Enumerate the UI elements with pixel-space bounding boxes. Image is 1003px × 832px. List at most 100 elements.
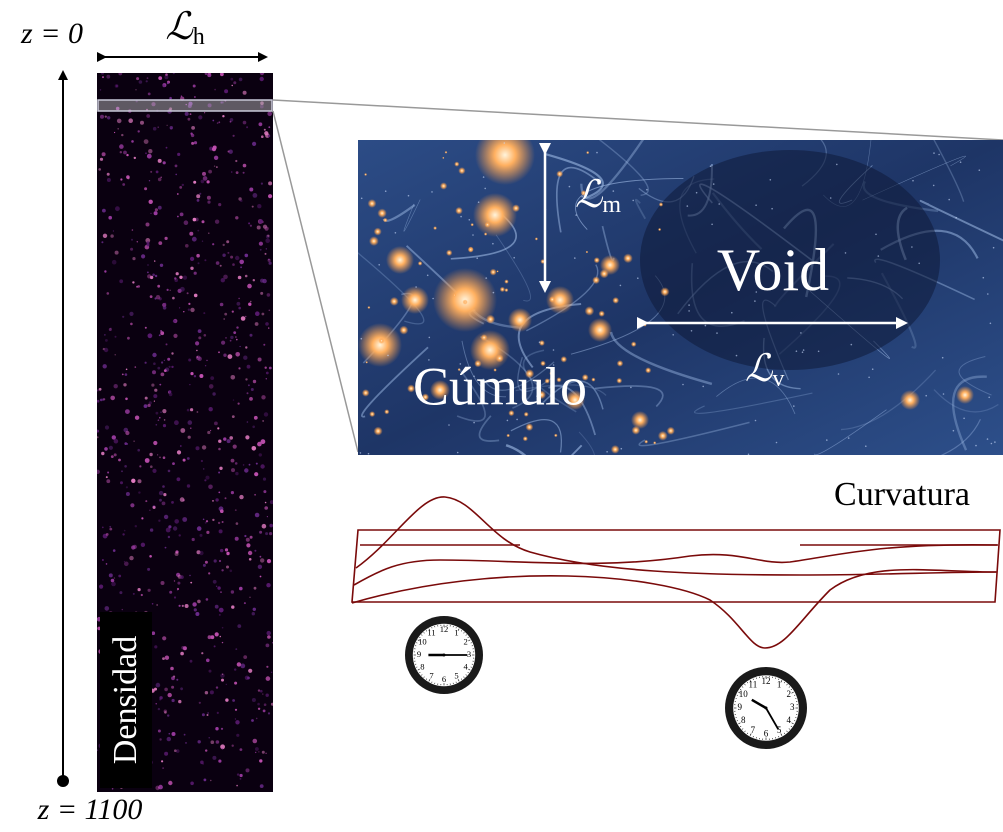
density-speck [267, 635, 271, 639]
star [541, 281, 543, 283]
density-speck [162, 767, 164, 769]
density-speck [196, 350, 197, 351]
density-speck [171, 501, 174, 504]
density-speck [268, 126, 270, 128]
density-speck [158, 178, 162, 182]
density-speck [250, 536, 253, 539]
density-speck [235, 462, 238, 465]
density-speck [191, 126, 195, 130]
density-speck [215, 605, 219, 609]
density-speck [205, 561, 208, 564]
density-speck [202, 713, 205, 716]
density-speck [204, 779, 207, 782]
density-label: Densidad [107, 636, 144, 764]
density-speck [127, 337, 130, 340]
density-speck [106, 75, 110, 79]
density-speck [232, 311, 234, 313]
density-speck [229, 436, 233, 440]
clock-numeral: 7 [429, 671, 434, 681]
density-speck [264, 129, 266, 131]
density-speck [102, 527, 104, 529]
density-speck [245, 346, 247, 348]
density-speck [218, 522, 220, 524]
density-speck [222, 674, 223, 675]
density-speck [191, 134, 194, 137]
density-speck [214, 89, 216, 91]
density-speck [233, 331, 236, 334]
density-speck [203, 564, 206, 567]
density-speck [190, 408, 193, 411]
density-speck [239, 495, 243, 499]
density-speck [166, 147, 168, 149]
density-speck [119, 144, 124, 149]
density-speck [214, 559, 217, 562]
galaxy [645, 367, 651, 373]
density-speck [158, 419, 160, 421]
density-speck [188, 118, 191, 121]
density-speck [248, 669, 252, 673]
density-speck [215, 220, 219, 224]
density-speck [121, 470, 123, 472]
density-speck [212, 519, 214, 521]
density-speck [265, 753, 266, 754]
density-speck [237, 773, 239, 775]
density-speck [149, 200, 153, 204]
star [688, 310, 690, 312]
density-speck [102, 76, 104, 78]
galaxy [500, 287, 505, 292]
density-speck [270, 500, 274, 504]
star [770, 179, 772, 181]
density-speck [192, 538, 195, 541]
star [988, 397, 990, 399]
density-speck [112, 788, 114, 790]
galaxy [433, 226, 437, 230]
density-speck [253, 608, 256, 611]
density-speck [222, 748, 223, 749]
star [933, 152, 935, 154]
density-speck [240, 199, 243, 202]
density-speck [218, 448, 221, 451]
star [942, 357, 944, 359]
density-speck [260, 249, 262, 251]
density-speck [179, 307, 180, 308]
galaxy [481, 334, 488, 341]
density-speck [194, 141, 197, 144]
density-speck [196, 356, 201, 361]
density-speck [145, 500, 147, 502]
density-speck [201, 180, 205, 184]
galaxy [454, 162, 459, 167]
density-speck [114, 384, 118, 388]
density-speck [110, 234, 113, 237]
density-speck [106, 476, 108, 478]
galaxy [586, 251, 589, 254]
zoom-line [273, 100, 1003, 140]
sheet-outline [352, 530, 1000, 602]
density-speck [231, 468, 235, 472]
density-speck [154, 389, 157, 392]
density-speck [244, 602, 246, 604]
density-speck [230, 336, 233, 339]
density-speck [217, 427, 219, 429]
density-speck [260, 556, 262, 558]
density-speck [235, 256, 239, 260]
star [865, 445, 867, 447]
density-speck [249, 558, 252, 561]
density-speck [254, 550, 256, 552]
density-speck [184, 734, 186, 736]
density-speck [149, 555, 152, 558]
density-speck [210, 780, 211, 781]
density-speck [206, 659, 210, 663]
density-speck [264, 131, 268, 135]
density-speck [208, 71, 211, 74]
galaxy [592, 276, 600, 284]
density-speck [188, 420, 193, 425]
star [457, 452, 459, 454]
density-speck [190, 267, 193, 270]
density-speck [122, 183, 125, 186]
density-speck [164, 360, 165, 361]
star [975, 445, 977, 447]
star [912, 180, 914, 182]
density-speck [104, 270, 106, 272]
density-speck [144, 139, 149, 144]
galaxy [497, 270, 499, 272]
